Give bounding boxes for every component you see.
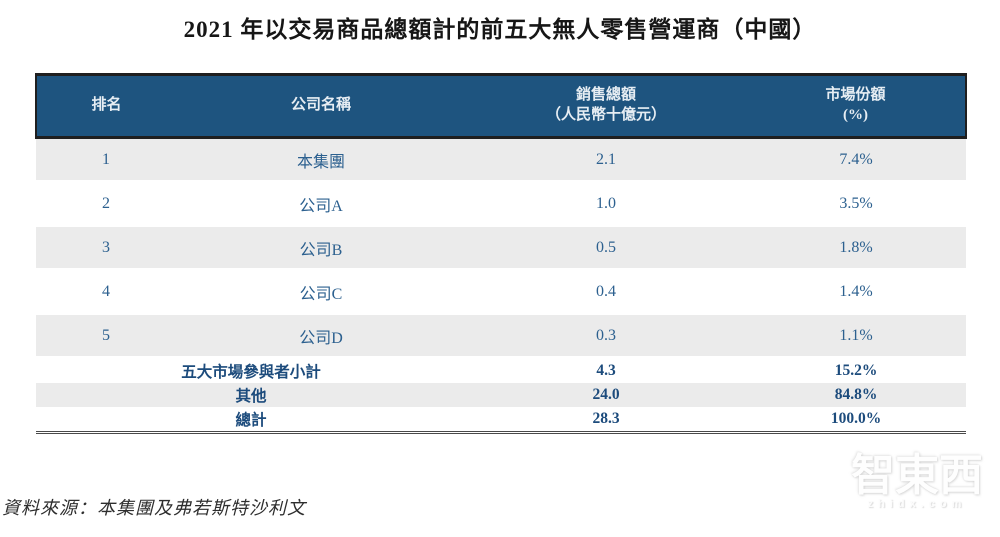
summary-label-cell: 其他	[36, 383, 466, 407]
subtotal-row: 五大市場參與者小計 4.3 15.2%	[36, 358, 966, 384]
header-rank-label: 排名	[91, 97, 122, 114]
header-share-unit: (%)	[843, 107, 868, 123]
rank-cell: 4	[36, 269, 176, 315]
share-cell: 15.2%	[834, 362, 878, 379]
header-cell-rank: 排名	[35, 73, 176, 139]
header-share-label: 市場份額	[825, 87, 886, 104]
share-cell: 3.5%	[746, 181, 966, 227]
watermark-text: 智東西	[851, 451, 983, 500]
header-sales-label: 銷售總額	[575, 87, 636, 104]
table-row: 3 公司B 0.5 1.8%	[36, 225, 966, 271]
sales-cell: 2.1	[466, 137, 746, 183]
header-sales-unit: （人民幣十億元）	[545, 107, 666, 123]
table-header-row: 排名 公司名稱 銷售總額 （人民幣十億元） 市場份額 (%)	[35, 73, 967, 139]
share-cell: 84.8%	[746, 383, 966, 407]
page-title: 2021 年以交易商品總額計的前五大無人零售營運商（中國）	[183, 17, 817, 42]
sales-cell: 24.0	[466, 383, 746, 407]
zhidx-watermark-logo: 智東西 zhidx.com	[842, 451, 992, 511]
share-cell: 7.4%	[746, 137, 966, 183]
header-cell-company: 公司名稱	[176, 73, 466, 139]
table-row: 2 公司A 1.0 3.5%	[36, 181, 966, 227]
share-cell: 1.4%	[746, 269, 966, 315]
sales-cell: 1.0	[466, 181, 746, 227]
summary-label-cell: 總計	[36, 407, 466, 434]
company-cell: 公司A	[176, 181, 466, 227]
rank-cell: 3	[36, 225, 176, 271]
total-row: 總計 28.3 100.0%	[36, 407, 966, 434]
rank-cell: 1	[36, 137, 176, 183]
sales-cell: 0.4	[466, 269, 746, 315]
header-company-label: 公司名稱	[290, 97, 351, 114]
rank-cell: 5	[36, 313, 176, 359]
source-note: 資料來源：本集團及弗若斯特沙利文	[2, 498, 306, 518]
company-cell: 公司B	[176, 225, 466, 271]
sales-cell: 0.5	[466, 225, 746, 271]
rank-cell: 2	[36, 181, 176, 227]
watermark-domain: zhidx.com	[867, 498, 967, 511]
company-cell: 公司D	[176, 313, 466, 359]
market-share-table: 排名 公司名稱 銷售總額 （人民幣十億元） 市場份額 (%) 1 本集團 2.	[35, 73, 967, 434]
share-cell: 1.8%	[746, 225, 966, 271]
share-cell: 100.0%	[746, 407, 966, 434]
table-row: 4 公司C 0.4 1.4%	[36, 269, 966, 315]
summary-label-cell: 五大市場參與者小計	[181, 364, 321, 381]
share-cell: 1.1%	[746, 313, 966, 359]
company-cell: 本集團	[176, 137, 466, 183]
others-row: 其他 24.0 84.8%	[36, 383, 966, 407]
header-cell-share: 市場份額 (%)	[746, 73, 967, 139]
sales-cell: 28.3	[466, 407, 746, 434]
company-cell: 公司C	[176, 269, 466, 315]
sales-cell: 0.3	[466, 313, 746, 359]
header-cell-sales: 銷售總額 （人民幣十億元）	[466, 73, 746, 139]
table-row: 5 公司D 0.3 1.1%	[36, 313, 966, 359]
sales-cell: 4.3	[596, 362, 616, 379]
table-row: 1 本集團 2.1 7.4%	[36, 137, 966, 183]
